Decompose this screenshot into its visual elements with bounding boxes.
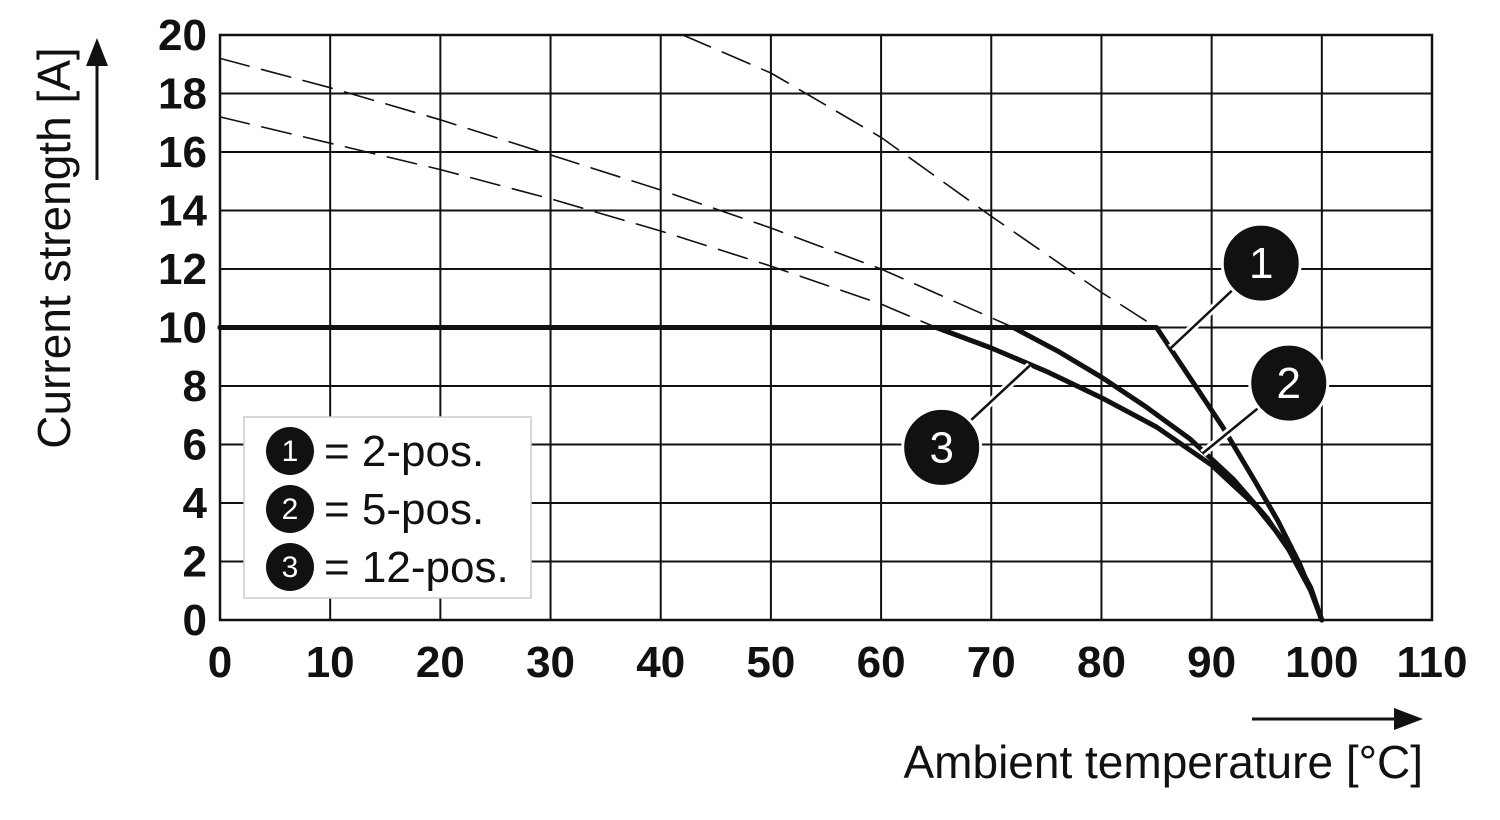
x-tick-label-10: 100	[1285, 638, 1358, 687]
y-tick-label-8: 16	[158, 128, 207, 177]
y-tick-label-3: 6	[183, 421, 207, 470]
x-tick-label-11: 110	[1397, 638, 1468, 687]
series-line-2-dashed	[219, 57, 1015, 329]
legend-number-3: 3	[282, 551, 299, 584]
legend-entry-3: 3 = 12-pos.	[266, 543, 509, 592]
callout-group: 1 2 3	[901, 222, 1330, 488]
legend: 1 = 2-pos. 2 = 5-pos. 3 = 12-pos.	[243, 416, 532, 599]
legend-badge-3	[266, 543, 314, 591]
callout-1: 1	[1168, 222, 1302, 351]
solid-series-group	[217, 325, 1325, 623]
legend-label-1: = 2-pos.	[324, 427, 484, 476]
y-tick-label-10: 20	[158, 11, 207, 60]
legend-entry-1: 1 = 2-pos.	[266, 427, 484, 476]
y-tick-label-4: 8	[183, 362, 207, 411]
y-axis-arrow	[86, 38, 108, 180]
x-tick-labels: 0 10 20 30 40 50 60 70 80 90 100 110	[208, 638, 1468, 687]
x-tick-label-3: 30	[526, 638, 575, 687]
x-tick-label-4: 40	[636, 638, 685, 687]
y-tick-label-0: 0	[183, 596, 207, 645]
callout-number-3: 3	[929, 423, 953, 472]
y-axis-title: Current strength [A]	[28, 47, 80, 448]
legend-label-3: = 12-pos.	[324, 543, 509, 592]
callout-badge-3	[901, 406, 983, 488]
x-tick-label-9: 90	[1187, 638, 1236, 687]
x-axis-arrow	[1252, 708, 1423, 730]
dashed-series-group	[219, 34, 1158, 329]
x-tick-label-8: 80	[1077, 638, 1126, 687]
callout-badge-2	[1248, 342, 1330, 424]
y-tick-label-6: 12	[158, 245, 207, 294]
y-tick-label-5: 10	[158, 304, 207, 353]
legend-badge-1	[266, 427, 314, 475]
legend-badge-2	[266, 485, 314, 533]
series-line-1-dashed	[681, 34, 1158, 329]
legend-number-2: 2	[282, 493, 299, 526]
legend-label-2: = 5-pos.	[324, 485, 484, 534]
callout-3: 3	[901, 362, 1033, 488]
x-tick-label-1: 10	[306, 638, 355, 687]
x-tick-label-6: 60	[857, 638, 906, 687]
y-tick-label-9: 18	[158, 70, 207, 119]
y-tick-labels: 0 2 4 6 8 10 12 14 16 18 20	[158, 11, 207, 645]
x-tick-label-2: 20	[416, 638, 465, 687]
legend-entry-2: 2 = 5-pos.	[266, 485, 484, 534]
callout-number-2: 2	[1277, 359, 1301, 408]
y-tick-label-7: 14	[158, 187, 207, 236]
y-tick-label-2: 4	[183, 479, 208, 528]
callout-number-1: 1	[1249, 239, 1273, 288]
series-line-3-dashed	[219, 116, 938, 329]
callout-badge-1	[1220, 222, 1302, 304]
y-tick-label-1: 2	[183, 538, 207, 587]
x-axis-title: Ambient temperature [°C]	[904, 736, 1424, 788]
x-tick-label-0: 0	[208, 638, 232, 687]
legend-number-1: 1	[282, 435, 299, 468]
series-line-3-solid	[217, 325, 1325, 623]
callout-2: 2	[1200, 342, 1330, 457]
x-tick-label-7: 70	[967, 638, 1016, 687]
x-tick-label-5: 50	[746, 638, 795, 687]
